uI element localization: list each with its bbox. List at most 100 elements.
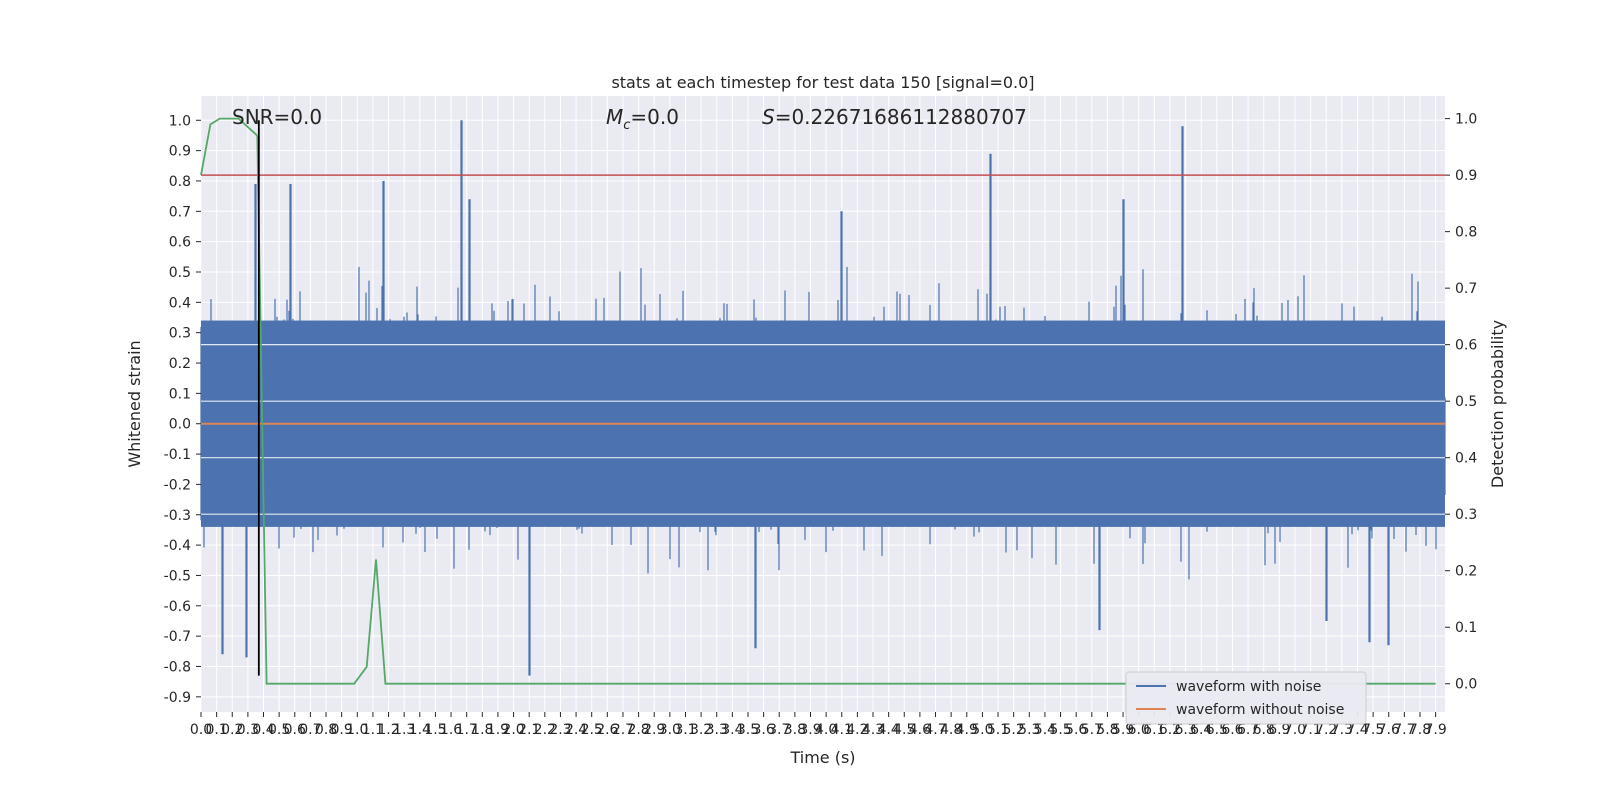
x-tick-label: 4.2 <box>846 722 868 738</box>
y-tick-label: -0.4 <box>164 538 191 554</box>
x-tick-label: 2.2 <box>534 722 556 738</box>
x-tick-label: 4.5 <box>893 722 915 738</box>
legend-label-clean: waveform without noise <box>1176 702 1344 718</box>
x-tick-label: 4.7 <box>924 722 946 738</box>
y-tick-label: -0.6 <box>164 599 191 615</box>
y-tick-label: 0.5 <box>169 265 191 281</box>
y2-tick-label: 0.9 <box>1455 168 1477 184</box>
x-axis-label: Time (s) <box>789 748 855 767</box>
x-tick-label: 3.4 <box>721 722 743 738</box>
y2-axis-label: Detection probability <box>1488 320 1507 488</box>
x-tick-label: 5.7 <box>1081 722 1103 738</box>
x-tick-label: 1.3 <box>393 722 415 738</box>
y-tick-label: -0.2 <box>164 477 191 493</box>
x-tick-label: 6.0 <box>1128 722 1150 738</box>
x-tick-label: 7.1 <box>1299 722 1321 738</box>
x-tick-label: 6.3 <box>1174 722 1196 738</box>
x-tick-label: 7.8 <box>1409 722 1431 738</box>
x-tick-label: 2.1 <box>518 722 540 738</box>
y2-tick-label: 0.0 <box>1455 677 1477 693</box>
x-tick-label: 4.4 <box>878 722 900 738</box>
x-tick-label: 7.5 <box>1362 722 1384 738</box>
x-tick-label: 4.0 <box>815 722 837 738</box>
y-axis-label: Whitened strain <box>125 340 144 467</box>
y2-tick-label: 0.8 <box>1455 225 1477 241</box>
x-tick-label: 5.5 <box>1049 722 1071 738</box>
y-tick-label: 0.3 <box>169 326 191 342</box>
chart-title: stats at each timestep for test data 150… <box>611 73 1034 92</box>
x-tick-label: 1.0 <box>346 722 368 738</box>
x-tick-label: 5.8 <box>1096 722 1118 738</box>
x-tick-label: 0.1 <box>205 722 227 738</box>
y2-tick-label: 0.1 <box>1455 620 1477 636</box>
y-tick-label: -0.8 <box>164 659 191 675</box>
x-tick-label: 5.3 <box>1018 722 1040 738</box>
overlay-lines <box>200 117 1445 685</box>
x-tick-label: 6.9 <box>1268 722 1290 738</box>
x-tick-label: 1.4 <box>409 722 431 738</box>
x-tick-label: 1.5 <box>424 722 446 738</box>
x-tick-label: 2.0 <box>502 722 524 738</box>
y-tick-label: -0.7 <box>164 629 191 645</box>
y2-tick-label: 0.3 <box>1455 507 1477 523</box>
x-tick-label: 7.2 <box>1315 722 1337 738</box>
y2-tick-label: 0.4 <box>1455 451 1477 467</box>
x-tick-label: 4.8 <box>940 722 962 738</box>
x-tick-label: 5.1 <box>987 722 1009 738</box>
x-tick-label: 2.3 <box>549 722 571 738</box>
x-tick-label: 7.3 <box>1331 722 1353 738</box>
x-tick-label: 3.1 <box>674 722 696 738</box>
x-tick-label: 5.6 <box>1065 722 1087 738</box>
x-tick-label: 6.4 <box>1190 722 1212 738</box>
x-tick-label: 0.0 <box>190 722 212 738</box>
y2-tick-label: 0.6 <box>1455 338 1477 354</box>
y2-tick-label: 0.7 <box>1455 281 1477 297</box>
x-tick-label: 4.3 <box>862 722 884 738</box>
x-tick-label: 0.4 <box>252 722 274 738</box>
legend: waveform with noise waveform without noi… <box>1125 671 1367 725</box>
x-tick-label: 3.7 <box>768 722 790 738</box>
y-tick-label: 0.8 <box>169 174 191 190</box>
x-tick-label: 1.8 <box>471 722 493 738</box>
x-tick-label: 2.4 <box>565 722 587 738</box>
y-tick-label: 0.9 <box>169 144 191 160</box>
x-tick-label: 6.5 <box>1206 722 1228 738</box>
x-tick-label: 2.9 <box>643 722 665 738</box>
x-tick-label: 6.1 <box>1143 722 1165 738</box>
y-tick-label: 0.4 <box>169 295 191 311</box>
x-tick-label: 1.6 <box>440 722 462 738</box>
y-tick-label: 0.6 <box>169 235 191 251</box>
score-annotation: S=0.22671686112880707 <box>762 105 1027 129</box>
x-tick-label: 0.9 <box>331 722 353 738</box>
y-tick-label: -0.5 <box>164 568 191 584</box>
x-tick-label: 5.2 <box>1003 722 1025 738</box>
x-tick-label: 1.2 <box>377 722 399 738</box>
detection-probability-line <box>200 117 1436 685</box>
y-axis-ticks: 1.0 0.9 0.8 0.7 0.6 0.5 0.4 0.3 0.2 0.1 0.0 -0.1 -0.… <box>164 113 201 706</box>
x-tick-label: 7.4 <box>1346 722 1368 738</box>
x-tick-label: 6.2 <box>1159 722 1181 738</box>
x-tick-label: 0.5 <box>268 722 290 738</box>
legend-label-noise: waveform with noise <box>1176 679 1321 695</box>
x-tick-label: 5.9 <box>1112 722 1134 738</box>
x-tick-label: 4.6 <box>909 722 931 738</box>
x-tick-label: 5.0 <box>971 722 993 738</box>
snr-annotation: SNR=0.0 <box>232 105 322 129</box>
x-tick-label: 6.7 <box>1237 722 1259 738</box>
y-tick-label: -0.3 <box>164 508 191 524</box>
y2-tick-label: 0.5 <box>1455 394 1477 410</box>
x-tick-label: 3.8 <box>784 722 806 738</box>
x-tick-label: 7.7 <box>1393 722 1415 738</box>
x-tick-label: 4.9 <box>956 722 978 738</box>
x-tick-label: 7.6 <box>1378 722 1400 738</box>
x-tick-label: 0.7 <box>299 722 321 738</box>
y-tick-label: 0.2 <box>169 356 191 372</box>
x-tick-label: 2.5 <box>581 722 603 738</box>
x-axis-ticks: 0.00.10.20.30.40.50.60.70.80.91.01.11.21… <box>190 712 1447 738</box>
x-tick-label: 2.7 <box>612 722 634 738</box>
x-tick-label: 1.9 <box>487 722 509 738</box>
y-tick-label: 1.0 <box>169 113 191 129</box>
x-tick-label: 7.0 <box>1284 722 1306 738</box>
x-tick-label: 3.2 <box>690 722 712 738</box>
